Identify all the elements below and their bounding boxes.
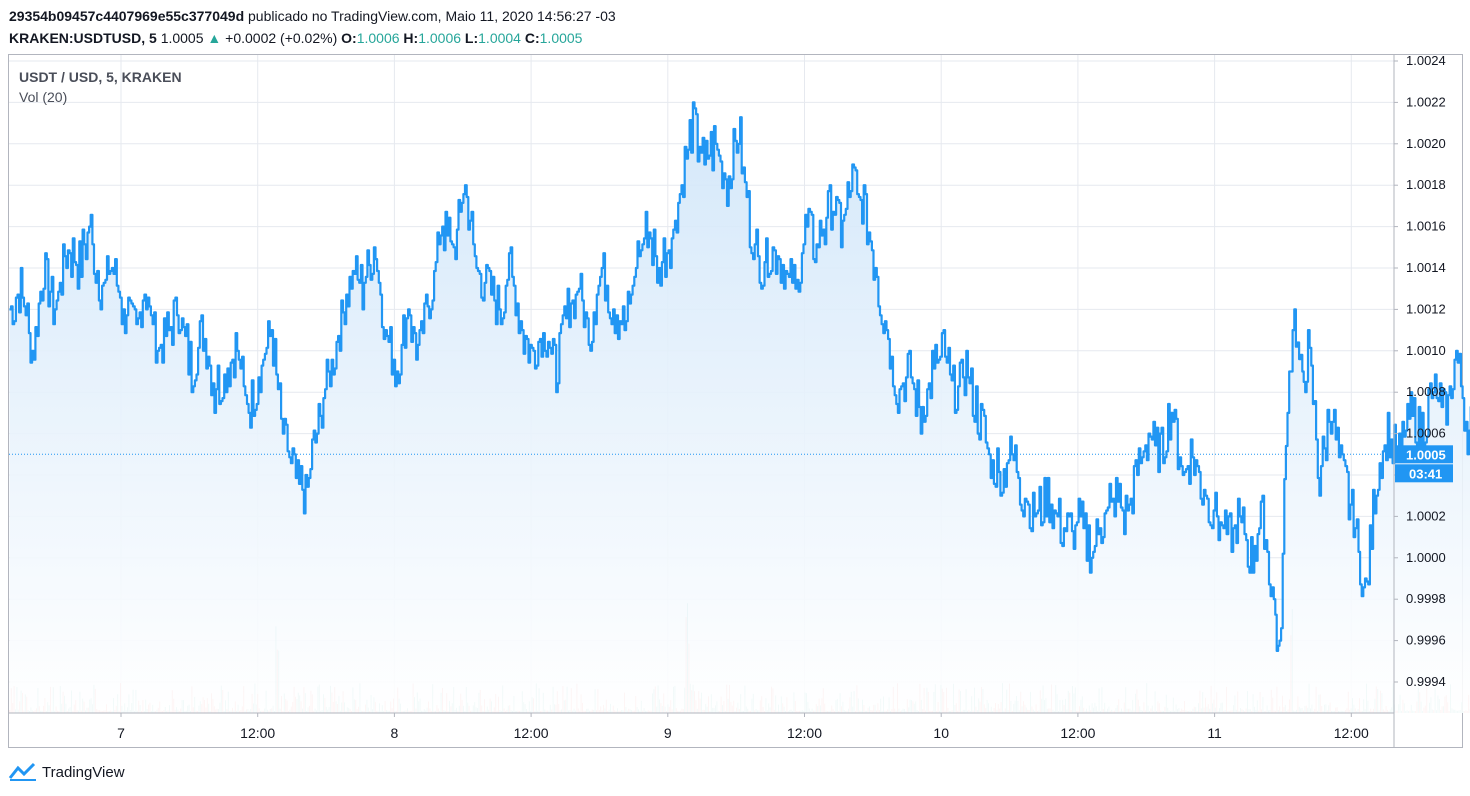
- price-badge: 1.0005 03:41: [1395, 445, 1453, 483]
- price-area: [9, 102, 1470, 713]
- footer-brand-label: TradingView: [42, 763, 125, 781]
- y-tick-label: 1.0018: [1406, 177, 1446, 192]
- published-text: publicado no TradingView.com, Maio 11, 2…: [248, 8, 616, 24]
- x-tick-label: 8: [391, 725, 399, 741]
- low-value: 1.0004: [478, 30, 521, 46]
- high-value: 1.0006: [418, 30, 462, 46]
- y-tick-label: 1.0010: [1406, 343, 1446, 358]
- last-price: 1.0005: [160, 30, 204, 46]
- high-label: H:: [403, 30, 419, 46]
- close-value: 1.0005: [539, 30, 583, 46]
- symbol-label: KRAKEN:USDTUSD, 5: [9, 30, 157, 46]
- y-tick-label: 1.0006: [1406, 426, 1446, 441]
- y-tick-label: 1.0024: [1406, 53, 1446, 68]
- legend-title[interactable]: USDT / USD, 5, KRAKEN: [19, 69, 182, 85]
- x-tick-label: 12:00: [514, 725, 549, 741]
- chart-legend: USDT / USD, 5, KRAKEN Vol (20): [19, 67, 182, 107]
- volume-legend[interactable]: Vol (20): [19, 89, 68, 105]
- triangle-up-icon: ▲: [207, 30, 222, 46]
- publisher-name[interactable]: 29354b09457c4407969e55c377049d: [9, 8, 245, 24]
- publish-info: 29354b09457c4407969e55c377049d publicado…: [9, 7, 616, 25]
- y-tick-label: 1.0012: [1406, 301, 1446, 316]
- low-label: L:: [464, 30, 479, 46]
- close-label: C:: [524, 30, 540, 46]
- y-tick-label: 1.0016: [1406, 219, 1446, 234]
- tradingview-logo-icon: [8, 762, 36, 781]
- open-label: O:: [341, 30, 357, 46]
- x-tick-label: 12:00: [240, 725, 275, 741]
- y-tick-label: 1.0008: [1406, 384, 1446, 399]
- open-value: 1.0006: [356, 30, 400, 46]
- x-tick-label: 12:00: [1060, 725, 1095, 741]
- y-tick-label: 1.0020: [1406, 136, 1446, 151]
- x-tick-label: 9: [664, 725, 672, 741]
- y-tick-label: 1.0002: [1406, 508, 1446, 523]
- y-tick-label: 1.0014: [1406, 260, 1446, 275]
- footer-brand[interactable]: TradingView: [8, 762, 125, 782]
- countdown-badge-label: 03:41: [1409, 466, 1442, 481]
- x-tick-label: 11: [1207, 725, 1222, 741]
- x-tick-label: 12:00: [787, 725, 822, 741]
- y-tick-label: 1.0022: [1406, 94, 1446, 109]
- price-line: [9, 101, 1470, 652]
- price-badge-label: 1.0005: [1406, 447, 1446, 462]
- time-axis[interactable]: 7 12:00 8 12:00 9 12:00 10 12:00 11 12:00: [117, 713, 1369, 741]
- change-value: +0.0002 (+0.02%): [225, 30, 338, 46]
- y-tick-label: 1.0000: [1406, 550, 1446, 565]
- x-tick-label: 7: [117, 725, 125, 741]
- y-tick-label: 0.9998: [1406, 591, 1446, 606]
- x-tick-label: 12:00: [1334, 725, 1369, 741]
- y-tick-label: 0.9996: [1406, 633, 1446, 648]
- y-tick-label: 0.9994: [1406, 674, 1446, 689]
- ohlc-bar: KRAKEN:USDTUSD, 5 1.0005 ▲ +0.0002 (+0.0…: [9, 29, 582, 47]
- x-tick-label: 10: [933, 725, 949, 741]
